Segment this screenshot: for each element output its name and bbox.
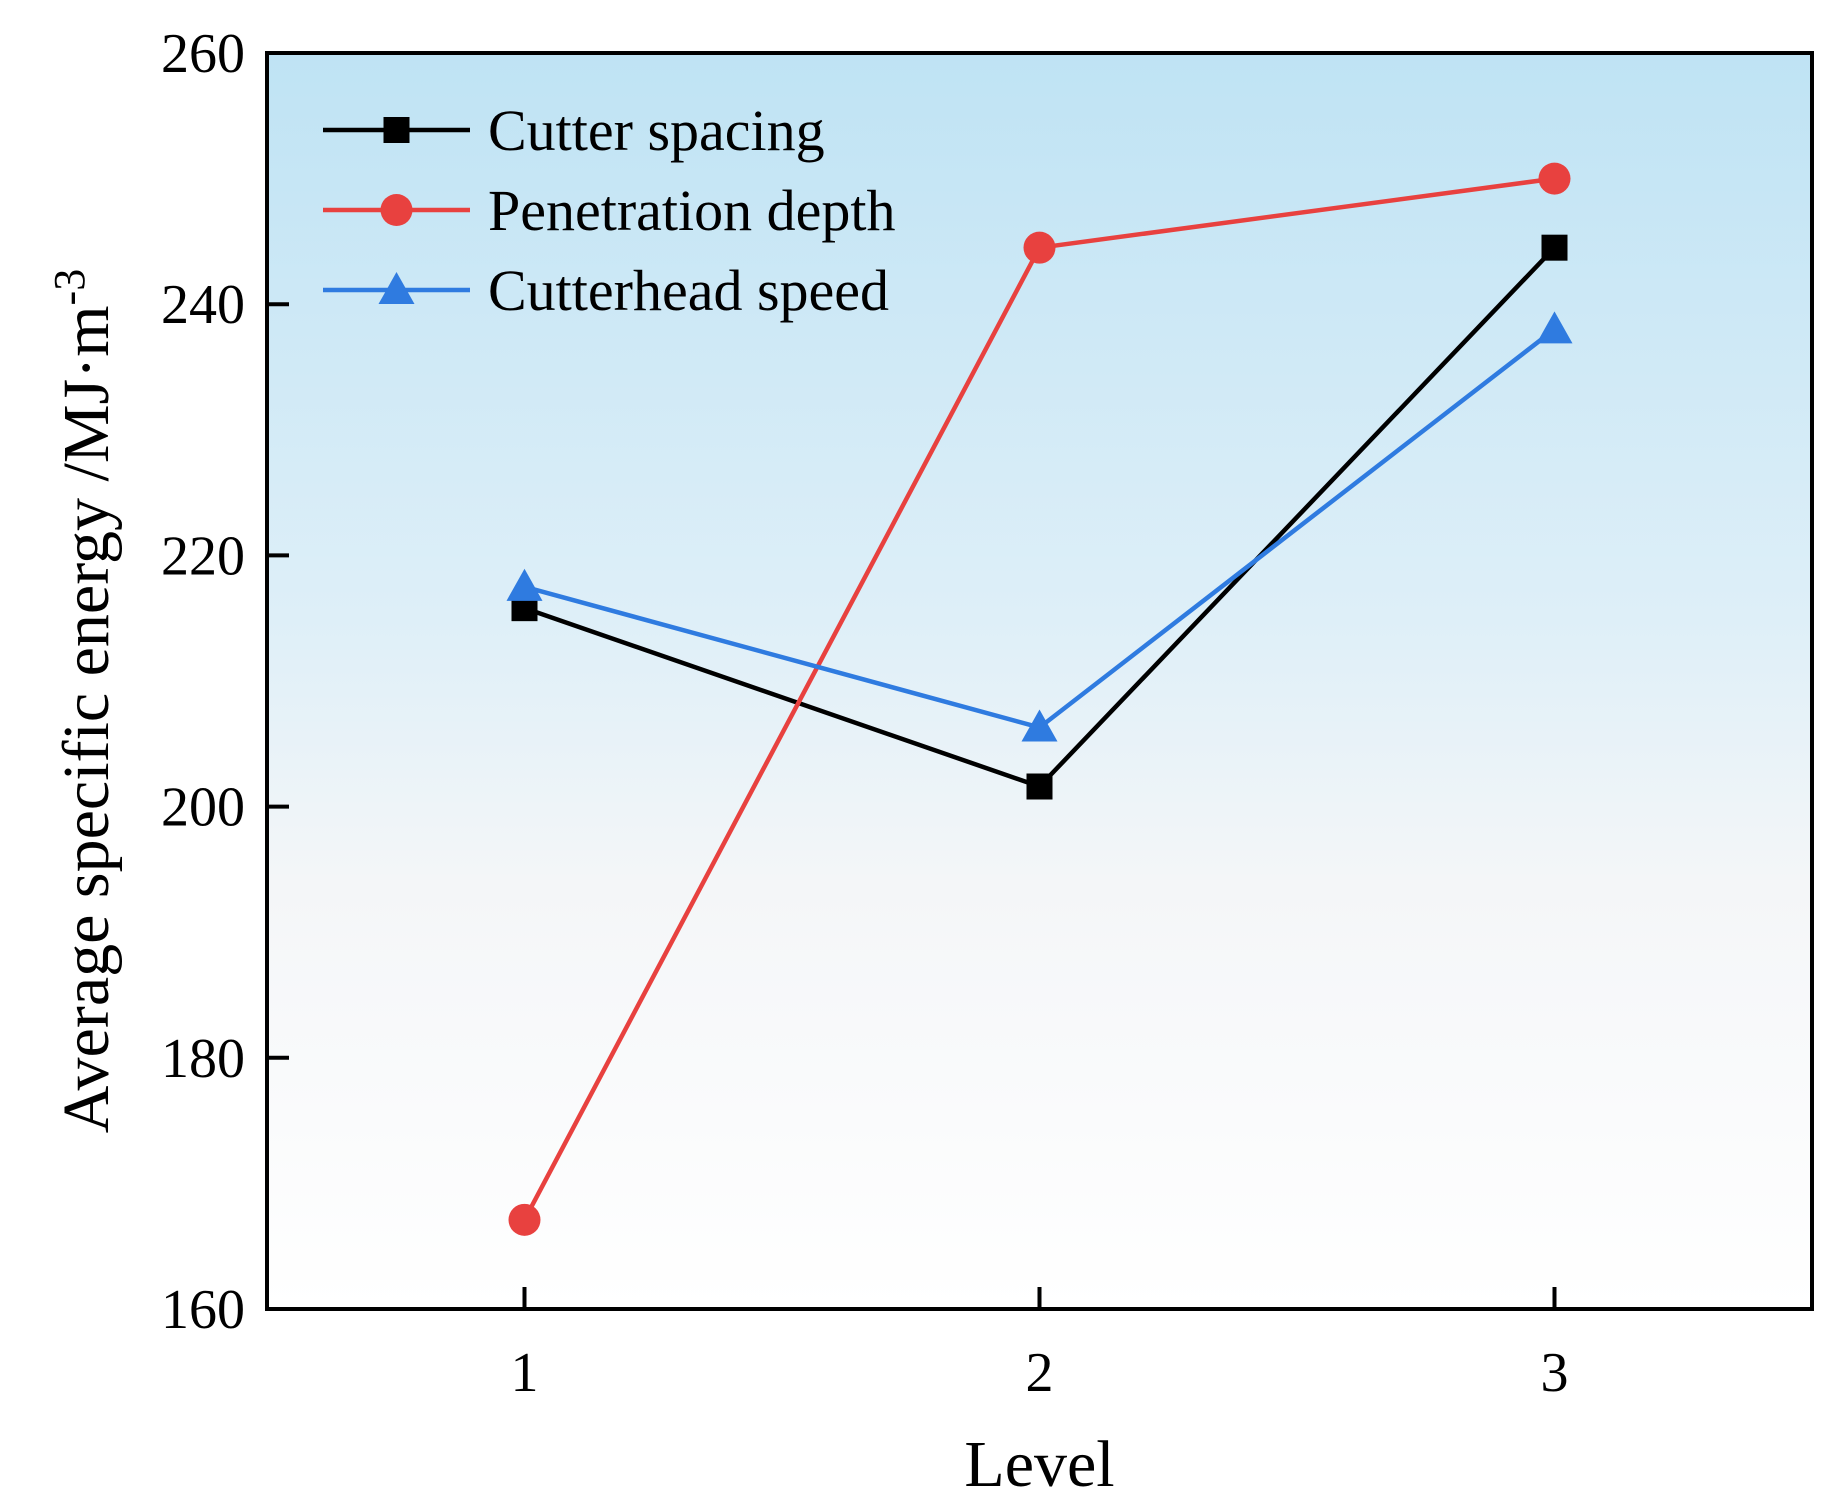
x-tick-label: 1	[511, 1342, 539, 1404]
data-point	[1536, 311, 1573, 344]
data-point	[1538, 162, 1571, 195]
series-layer	[506, 162, 1573, 1236]
data-point	[1023, 231, 1056, 264]
legend-label: Penetration depth	[488, 178, 896, 243]
legend-marker	[383, 117, 410, 143]
y-tick-label: 260	[161, 23, 245, 85]
x-axis-title: Level	[964, 1428, 1114, 1501]
y-tick-label: 180	[161, 1028, 245, 1090]
x-tick-label: 2	[1026, 1342, 1054, 1404]
x-tick-label: 3	[1541, 1342, 1569, 1404]
plot-frame	[265, 51, 1814, 1311]
data-point	[508, 1203, 541, 1236]
legend-marker	[380, 194, 413, 226]
legend: Cutter spacing Penetration depth Cutterhea…	[323, 98, 896, 323]
y-axis-title-superscript: -3	[45, 269, 94, 306]
series-cutterhead-speed	[506, 311, 1573, 742]
legend-marker	[378, 272, 415, 305]
legend-label: Cutterhead speed	[488, 258, 889, 323]
y-tick-label: 200	[161, 777, 245, 839]
data-point	[1021, 709, 1058, 742]
legend-item: Penetration depth	[323, 178, 896, 243]
y-axis-title-main: Average specific energy /MJ·m	[50, 305, 123, 1133]
legend-item: Cutter spacing	[323, 98, 825, 163]
x-axis-ticks: 1 2 3	[511, 1287, 1569, 1404]
data-point	[1026, 773, 1053, 800]
y-tick-label: 240	[161, 274, 245, 336]
y-axis-title: Average specific energy /MJ·m-3	[45, 269, 123, 1133]
y-tick-label: 160	[161, 1279, 245, 1341]
legend-item: Cutterhead speed	[323, 258, 889, 323]
y-axis-ticks: 160 180 200 220 240 260	[161, 23, 289, 1341]
y-tick-label: 220	[161, 525, 245, 587]
data-point	[1541, 234, 1568, 261]
series-penetration-depth	[508, 162, 1571, 1236]
legend-label: Cutter spacing	[488, 98, 825, 163]
data-point	[506, 568, 543, 601]
